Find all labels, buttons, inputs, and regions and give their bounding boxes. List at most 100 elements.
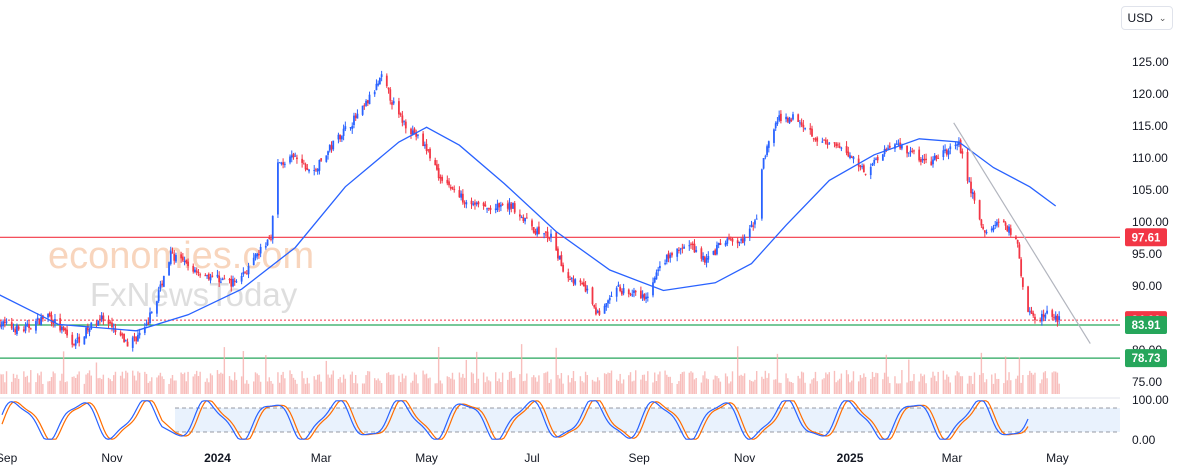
volume-bar xyxy=(959,376,962,394)
candle-body xyxy=(634,290,637,293)
candle-body xyxy=(532,227,535,233)
volume-bar xyxy=(282,371,284,394)
volume-bar xyxy=(35,382,37,394)
candle-body xyxy=(477,201,480,205)
candle-body xyxy=(608,297,611,301)
time-tick-label: Sep xyxy=(0,451,18,465)
volume-bar xyxy=(826,374,829,394)
candle-body xyxy=(1030,310,1033,314)
candle-body xyxy=(131,337,134,348)
candle-body xyxy=(16,325,18,335)
volume-bar xyxy=(992,383,995,394)
candle-body xyxy=(461,193,464,203)
price-tick-label: 90.00 xyxy=(1132,279,1162,293)
volume-bar xyxy=(972,383,974,394)
candle-body xyxy=(659,265,661,269)
candle-body xyxy=(484,204,487,207)
volume-bar xyxy=(83,383,86,394)
volume-bar xyxy=(790,382,792,394)
trendline[interactable] xyxy=(953,122,1091,344)
volume-bar xyxy=(375,380,378,394)
volume-bar xyxy=(59,380,61,394)
price-axis[interactable]: 125.00 120.00 115.00 110.00 105.00 100.00 95.0… xyxy=(1132,55,1169,447)
candle-body xyxy=(802,124,805,128)
candle-body xyxy=(245,273,248,275)
candle-body xyxy=(308,169,310,172)
volume-bar xyxy=(47,381,49,394)
candle-body xyxy=(73,343,75,345)
volume-bar xyxy=(247,383,250,394)
volume-bar xyxy=(982,373,984,394)
volume-bar xyxy=(543,373,545,394)
candle-body xyxy=(712,250,715,255)
horizontal-levels xyxy=(0,236,1120,359)
volume-bar xyxy=(356,383,359,394)
candle-body xyxy=(598,310,601,315)
candle-body xyxy=(997,221,1000,223)
volume-bar xyxy=(622,379,625,394)
volume-bar xyxy=(220,372,222,394)
volume-bar xyxy=(652,382,654,394)
candle-body xyxy=(413,128,416,135)
volume-bar xyxy=(266,381,269,394)
candle-body xyxy=(28,324,30,329)
volume-bar xyxy=(24,376,27,394)
volume-bar xyxy=(125,370,127,394)
currency-select[interactable]: USD ⌄ xyxy=(1121,6,1173,30)
candle-body xyxy=(947,150,950,155)
volume-bar xyxy=(175,380,177,394)
volume-bar xyxy=(775,379,777,394)
volume-bar xyxy=(704,371,706,394)
candle-body xyxy=(446,179,449,184)
candle-body xyxy=(159,284,162,289)
candle-body xyxy=(627,289,630,295)
volume-bar xyxy=(567,375,569,394)
volume-bar xyxy=(667,376,670,394)
candle-body xyxy=(586,288,589,291)
volume-bar xyxy=(840,373,843,394)
candle-body xyxy=(489,207,492,210)
candle-body xyxy=(828,142,831,144)
volume-bar xyxy=(460,377,462,394)
candle-body xyxy=(62,326,65,331)
candle-body xyxy=(99,318,101,321)
candle-body xyxy=(399,113,402,115)
volume-bar xyxy=(458,372,461,394)
volume-bar xyxy=(427,378,429,394)
candle-body xyxy=(1040,313,1043,322)
volume-bar xyxy=(550,379,552,394)
volume-bar xyxy=(875,372,877,394)
candle-body xyxy=(645,296,647,300)
candle-body xyxy=(724,242,727,246)
volume-bar xyxy=(211,375,213,394)
volume-bar xyxy=(488,380,490,394)
candle-body xyxy=(389,89,392,101)
candle-body xyxy=(958,141,960,146)
volume-bar xyxy=(837,380,839,394)
time-axis[interactable]: Sep Nov 2024 Mar May Jul Sep Nov 2025 Mar May xyxy=(0,451,1069,465)
candle-body xyxy=(714,249,717,256)
volume-bar xyxy=(913,374,915,394)
volume-bar xyxy=(258,375,260,394)
volume-bar xyxy=(439,380,442,394)
volume-bar xyxy=(717,378,720,394)
volume-bar xyxy=(0,374,3,394)
candle-body xyxy=(252,257,255,266)
volume-bar xyxy=(1022,375,1024,394)
trendline-line[interactable] xyxy=(953,122,1091,344)
volume-bar xyxy=(450,378,452,394)
candle-body xyxy=(460,193,463,198)
volume-bar xyxy=(949,382,951,394)
volume-bar xyxy=(508,371,511,394)
candle-body xyxy=(173,253,176,261)
volume-bar xyxy=(308,383,310,394)
candle-body xyxy=(320,158,323,161)
time-tick-label: 2024 xyxy=(204,451,231,465)
candle-body xyxy=(888,145,891,148)
volume-bar xyxy=(353,383,355,394)
candle-body xyxy=(591,287,594,305)
candle-body xyxy=(66,329,68,336)
volume-bar xyxy=(655,381,658,394)
volume-bar xyxy=(925,383,927,394)
